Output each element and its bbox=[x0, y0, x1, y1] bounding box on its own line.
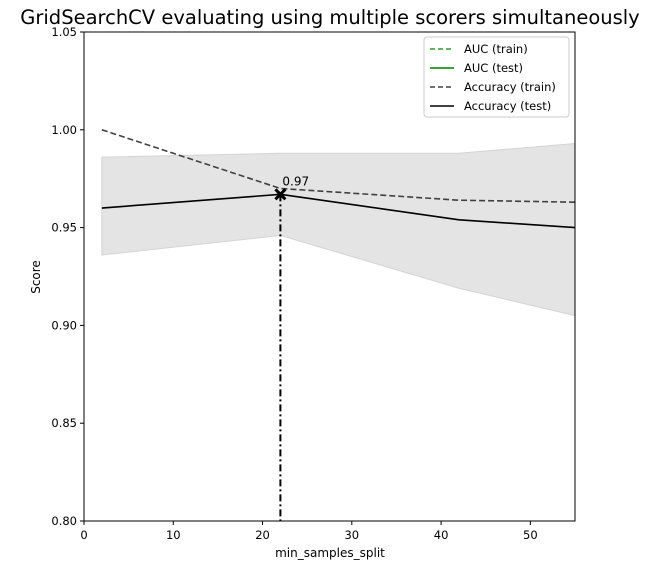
y-tick-label: 0.85 bbox=[51, 416, 77, 430]
x-tick-label: 0 bbox=[80, 528, 87, 542]
x-tick-label: 10 bbox=[166, 528, 181, 542]
y-tick-label: 1.05 bbox=[51, 25, 77, 39]
chart-title: GridSearchCV evaluating using multiple s… bbox=[20, 6, 639, 29]
confidence-band bbox=[102, 143, 575, 315]
x-tick-label: 20 bbox=[255, 528, 270, 542]
x-tick-label: 30 bbox=[344, 528, 359, 542]
legend-label: Accuracy (train) bbox=[464, 80, 556, 94]
legend: AUC (train) AUC (test) Accuracy (train) Acc… bbox=[424, 37, 569, 117]
legend-label: AUC (test) bbox=[464, 61, 523, 75]
y-tick-label: 0.80 bbox=[51, 514, 77, 528]
best-score-label: 0.97 bbox=[282, 174, 309, 188]
y-tick-label: 0.95 bbox=[51, 221, 77, 235]
x-tick-label: 40 bbox=[434, 528, 449, 542]
x-axis-label: min_samples_split bbox=[275, 546, 385, 560]
y-tick-label: 1.00 bbox=[51, 123, 77, 137]
x-tick-label: 50 bbox=[523, 528, 538, 542]
legend-label: Accuracy (test) bbox=[464, 99, 551, 113]
y-axis-label: Score bbox=[29, 260, 43, 294]
legend-label: AUC (train) bbox=[464, 42, 528, 56]
y-tick-label: 0.90 bbox=[51, 318, 77, 332]
